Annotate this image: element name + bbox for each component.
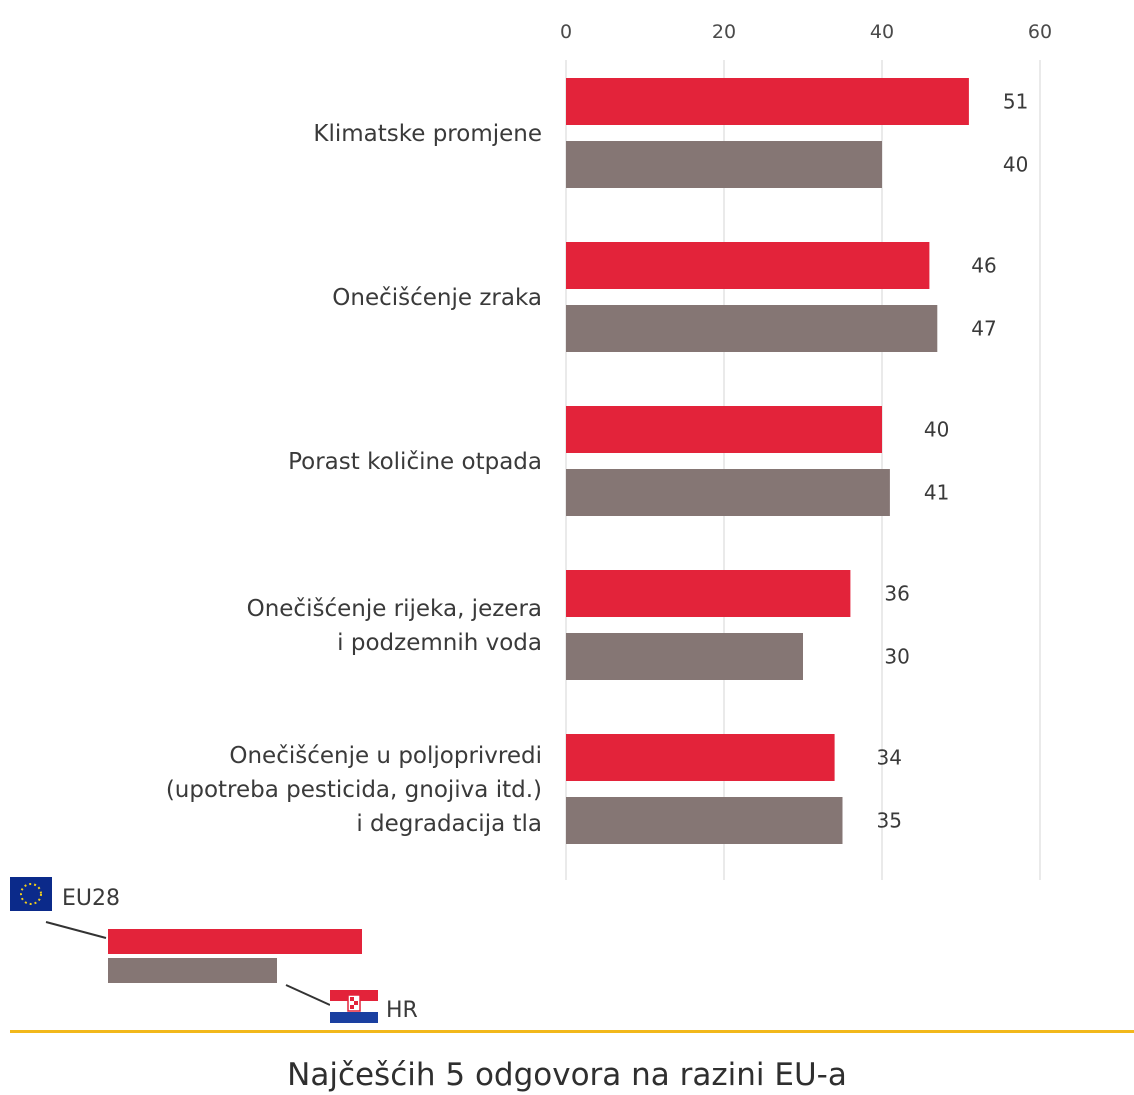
legend-swatch-eu28 [108, 929, 362, 954]
value-label: 47 [971, 317, 996, 341]
eu-flag-icon [10, 877, 52, 911]
category-label: i podzemnih voda [337, 630, 542, 656]
x-tick-label: 20 [712, 21, 736, 43]
value-label: 40 [924, 418, 949, 442]
x-tick-label: 40 [870, 21, 894, 43]
category-label: Onečišćenje zraka [332, 285, 542, 311]
category-label: Onečišćenje rijeka, jezera [247, 596, 542, 622]
x-tick-label: 60 [1028, 21, 1052, 43]
bar-hr [566, 633, 803, 680]
legend-swatch-hr [108, 958, 277, 983]
value-label: 30 [884, 645, 909, 669]
category-label: Klimatske promjene [313, 121, 542, 147]
x-tick-label: 0 [560, 21, 572, 43]
legend-connector-hr [285, 984, 331, 1006]
bar-eu28 [566, 242, 930, 289]
legend: EU28 HR [10, 877, 418, 1023]
bar-eu28 [566, 734, 835, 781]
separator-line [10, 1030, 1134, 1033]
value-label: 51 [1003, 90, 1028, 114]
value-labels: 51 40 46 47 40 41 36 30 34 35 [877, 90, 1029, 833]
legend-connector-eu28 [45, 921, 107, 939]
bar-eu28 [566, 78, 969, 125]
bar-hr [566, 797, 843, 844]
category-label: i degradacija tla [356, 811, 542, 837]
category-labels: Klimatske promjene Onečišćenje zraka Poras… [166, 121, 542, 837]
category-label: (upotreba pesticida, gnojiva itd.) [166, 777, 542, 803]
bars [566, 78, 969, 844]
value-label: 40 [1003, 153, 1028, 177]
value-label: 36 [884, 582, 909, 606]
legend-label-hr: HR [386, 998, 418, 1023]
bar-eu28 [566, 570, 851, 617]
value-label: 46 [971, 254, 996, 278]
bar-eu28 [566, 406, 882, 453]
value-label: 35 [877, 809, 902, 833]
value-label: 34 [877, 746, 902, 770]
legend-label-eu28: EU28 [62, 886, 120, 911]
category-label: Porast količine otpada [288, 449, 542, 475]
chart-caption: Najčešćih 5 odgovora na razini EU-a [287, 1057, 847, 1093]
bar-hr [566, 469, 890, 516]
croatia-flag-icon [330, 990, 378, 1023]
bar-hr [566, 141, 882, 188]
bar-hr [566, 305, 938, 352]
value-label: 41 [924, 481, 949, 505]
x-axis: 0 20 40 60 [560, 21, 1052, 43]
category-label: Onečišćenje u poljoprivredi [229, 743, 542, 769]
